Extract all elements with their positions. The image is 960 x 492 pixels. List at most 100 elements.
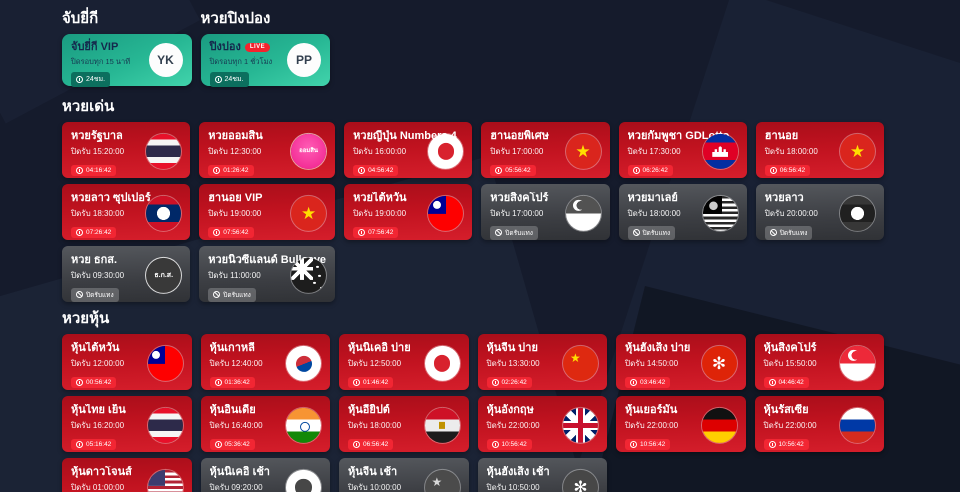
lottery-card[interactable]: หุ้นฮั่งเส็ง เช้า ปิดรับ 10:50:00 ปิดรับ… <box>477 458 607 492</box>
lottery-card[interactable]: หุ้นรัสเซีย ปิดรับ 22:00:00 10:56:42 <box>754 396 884 452</box>
lottery-card[interactable]: หวย ธกส. ปิดรับ 09:30:00 ปิดรับแทง ธ.ก.ส… <box>62 246 191 302</box>
lottery-card[interactable]: หวยสิงคโปร์ ปิดรับ 17:00:00 ปิดรับแทง <box>481 184 610 240</box>
lottery-status-text: 10:56:42 <box>501 441 527 448</box>
lottery-card[interactable]: หวยรัฐบาล ปิดรับ 15:20:00 04:16:42 <box>62 122 191 178</box>
lottery-card[interactable]: หวยลาว ซุปเปอร์ ปิดรับ 18:30:00 07:26:42 <box>62 184 191 240</box>
lottery-status-badge: 10:56:42 <box>486 439 532 450</box>
lottery-status-text: 04:46:42 <box>778 379 804 386</box>
lottery-close-time: ปิดรับ 11:00:00 <box>208 271 261 280</box>
lottery-close-time: ปิดรับ 12:30:00 <box>208 147 262 156</box>
clock-icon <box>358 167 366 174</box>
clock-icon <box>768 441 776 448</box>
lottery-status-badge: 10:56:42 <box>625 439 671 450</box>
russia-flag-icon <box>840 407 875 443</box>
lottery-status-badge: 03:46:42 <box>625 377 671 388</box>
lottery-card[interactable]: หุ้นสิงคโปร์ ปิดรับ 15:50:00 04:46:42 <box>754 334 884 390</box>
24h-badge-text: 24ชม. <box>86 76 106 83</box>
lottery-card[interactable]: ฮานอย VIP ปิดรับ 19:00:00 07:56:42 <box>199 184 336 240</box>
lottery-card[interactable]: หุ้นอินเดีย ปิดรับ 16:40:00 05:36:42 <box>200 396 330 452</box>
taiwan-flag-icon <box>428 195 464 231</box>
vietnam-flag-icon <box>565 133 601 169</box>
clock-icon <box>76 167 83 174</box>
lottery-card[interactable]: หวยออมสิน ปิดรับ 12:30:00 01:26:42 ออมสิ… <box>199 122 336 178</box>
lottery-title: หุ้นนิเคอิ เช้า <box>209 466 270 478</box>
lottery-card[interactable]: หุ้นดาวโจนส์ ปิดรับ 01:00:00 13:56:42 <box>62 458 192 492</box>
live-badge: LIVE <box>244 42 271 52</box>
lottery-close-time: ปิดรับ 16:40:00 <box>209 421 263 430</box>
lottery-card[interactable]: หุ้นไต้หวัน ปิดรับ 12:00:00 00:56:42 <box>62 334 192 390</box>
lottery-close-time: ปิดรับ 13:30:00 <box>486 359 540 368</box>
lottery-card[interactable]: หวยญี่ปุ่น Numbers 4 ปิดรับ 16:00:00 04:… <box>344 122 473 178</box>
japan-flag-icon <box>424 345 460 381</box>
promo-title-row: จับยี่กี VIP <box>71 41 183 53</box>
baac-flag-icon: ธ.ก.ส. <box>146 257 182 293</box>
lottery-status-badge: 07:26:42 <box>71 227 117 238</box>
lottery-title: หุ้นเยอร์มัน <box>625 404 678 416</box>
circle-slash-icon <box>769 229 777 236</box>
usa-flag-icon <box>147 469 183 492</box>
lottery-title: หุ้นอียิปต์ <box>348 404 390 416</box>
lottery-status-badge: ปิดรับแทง <box>208 287 256 302</box>
lottery-card[interactable]: หุ้นจีน บ่าย ปิดรับ 13:30:00 02:26:42 <box>477 334 607 390</box>
lottery-close-time: ปิดรับ 20:00:00 <box>764 209 818 218</box>
lottery-status-badge: ปิดรับแทง <box>627 225 676 240</box>
promo-row: จับยี่กี จับยี่กี VIP ปิดรอบทุก 15 นาที … <box>62 10 884 87</box>
lottery-status-badge: 06:26:42 <box>627 165 673 176</box>
lottery-status-text: 06:26:42 <box>642 167 668 174</box>
clock-icon <box>630 379 637 386</box>
lottery-status-badge: 02:26:42 <box>486 377 532 388</box>
lottery-status-text: 01:26:42 <box>223 167 249 174</box>
lottery-status-text: 05:56:42 <box>505 167 531 174</box>
lottery-status-badge: 04:16:42 <box>71 165 117 176</box>
lottery-title: หุ้นนิเคอิ บ่าย <box>348 342 411 354</box>
clock-icon <box>214 76 222 83</box>
korea-flag-icon <box>286 345 321 381</box>
pingpong-card[interactable]: ปิงปอง LIVE ปิดรอบทุก 1 ชั่วโมง 24ชม. PP <box>200 34 330 87</box>
clock-icon <box>353 441 360 448</box>
lottery-status-badge: 01:46:42 <box>348 377 394 388</box>
lottery-status-text: 10:56:42 <box>778 441 804 448</box>
lottery-card[interactable]: หุ้นฮั่งเส็ง บ่าย ปิดรับ 14:50:00 03:46:… <box>616 334 746 390</box>
lottery-title: หวยมาเลย์ <box>627 192 678 204</box>
lottery-card[interactable]: หุ้นจีน เช้า ปิดรับ 10:00:00 ปิดรับแทง <box>339 458 469 492</box>
lottery-card[interactable]: หวยมาเลย์ ปิดรับ 18:00:00 ปิดรับแทง <box>618 184 747 240</box>
lottery-title: ฮานอย <box>764 130 799 142</box>
lottery-card[interactable]: หุ้นเกาหลี ปิดรับ 12:40:00 01:36:42 <box>200 334 330 390</box>
lottery-close-time: ปิดรับ 18:00:00 <box>348 421 402 430</box>
clock-icon <box>213 167 221 174</box>
laos-flag-icon <box>839 195 875 231</box>
lottery-close-time: ปิดรับ 15:20:00 <box>71 147 125 156</box>
vietnam-flag-icon <box>839 133 875 169</box>
lottery-status-badge: 05:36:42 <box>209 439 255 450</box>
lottery-card[interactable]: ฮานอย ปิดรับ 18:00:00 06:56:42 <box>755 122 884 178</box>
clock-icon <box>213 229 221 236</box>
lottery-close-time: ปิดรับ 15:50:00 <box>763 359 817 368</box>
lottery-title: ฮานอย VIP <box>208 192 263 204</box>
yiki-vip-card[interactable]: จับยี่กี VIP ปิดรอบทุก 15 นาที 24ชม. YK <box>62 34 192 87</box>
lottery-card[interactable]: หวยนิวซีแลนด์ Bullseye ปิดรับ 11:00:00 ป… <box>199 246 336 302</box>
clock-icon <box>769 167 777 174</box>
singapore-flag-icon <box>840 345 875 381</box>
lottery-card[interactable]: หุ้นอังกฤษ ปิดรับ 22:00:00 10:56:42 <box>477 396 607 452</box>
lottery-close-time: ปิดรับ 19:00:00 <box>353 209 407 218</box>
section-huay-hun: หวยหุ้น หุ้นไต้หวัน ปิดรับ 12:00:00 00:5… <box>62 310 884 492</box>
lottery-status-badge: 10:56:42 <box>763 439 809 450</box>
clock-icon <box>495 167 503 174</box>
lottery-card[interactable]: หุ้นไทย เย็น ปิดรับ 16:20:00 05:16:42 <box>62 396 192 452</box>
lottery-card[interactable]: หวยลาว ปิดรับ 20:00:00 ปิดรับแทง <box>755 184 884 240</box>
lottery-card[interactable]: หุ้นอียิปต์ ปิดรับ 18:00:00 06:56:42 <box>339 396 469 452</box>
lottery-close-time: ปิดรับ 01:00:00 <box>71 483 125 492</box>
lottery-close-time: ปิดรับ 17:00:00 <box>490 209 544 218</box>
lottery-card[interactable]: หวยกัมพูชา GDLotto ปิดรับ 17:30:00 06:26… <box>618 122 747 178</box>
lottery-title: หวยออมสิน <box>208 130 263 142</box>
lottery-status-text: 07:56:42 <box>368 229 394 236</box>
lottery-status-text: 05:16:42 <box>86 441 112 448</box>
lottery-card[interactable]: หุ้นนิเคอิ บ่าย ปิดรับ 12:50:00 01:46:42 <box>339 334 469 390</box>
taiwan-flag-icon <box>147 345 183 381</box>
lottery-card[interactable]: หวยไต้หวัน ปิดรับ 19:00:00 07:56:42 <box>344 184 473 240</box>
lottery-card[interactable]: หุ้นเยอร์มัน ปิดรับ 22:00:00 10:56:42 <box>616 396 746 452</box>
lottery-close-time: ปิดรับ 14:50:00 <box>625 359 679 368</box>
lottery-card[interactable]: หุ้นนิเคอิ เช้า ปิดรับ 09:20:00 ปิดรับแท… <box>200 458 330 492</box>
pingpong-column: หวยปิงปอง ปิงปอง LIVE ปิดรอบทุก 1 ชั่วโม… <box>200 10 330 87</box>
lottery-card[interactable]: ฮานอยพิเศษ ปิดรับ 17:00:00 05:56:42 <box>481 122 610 178</box>
